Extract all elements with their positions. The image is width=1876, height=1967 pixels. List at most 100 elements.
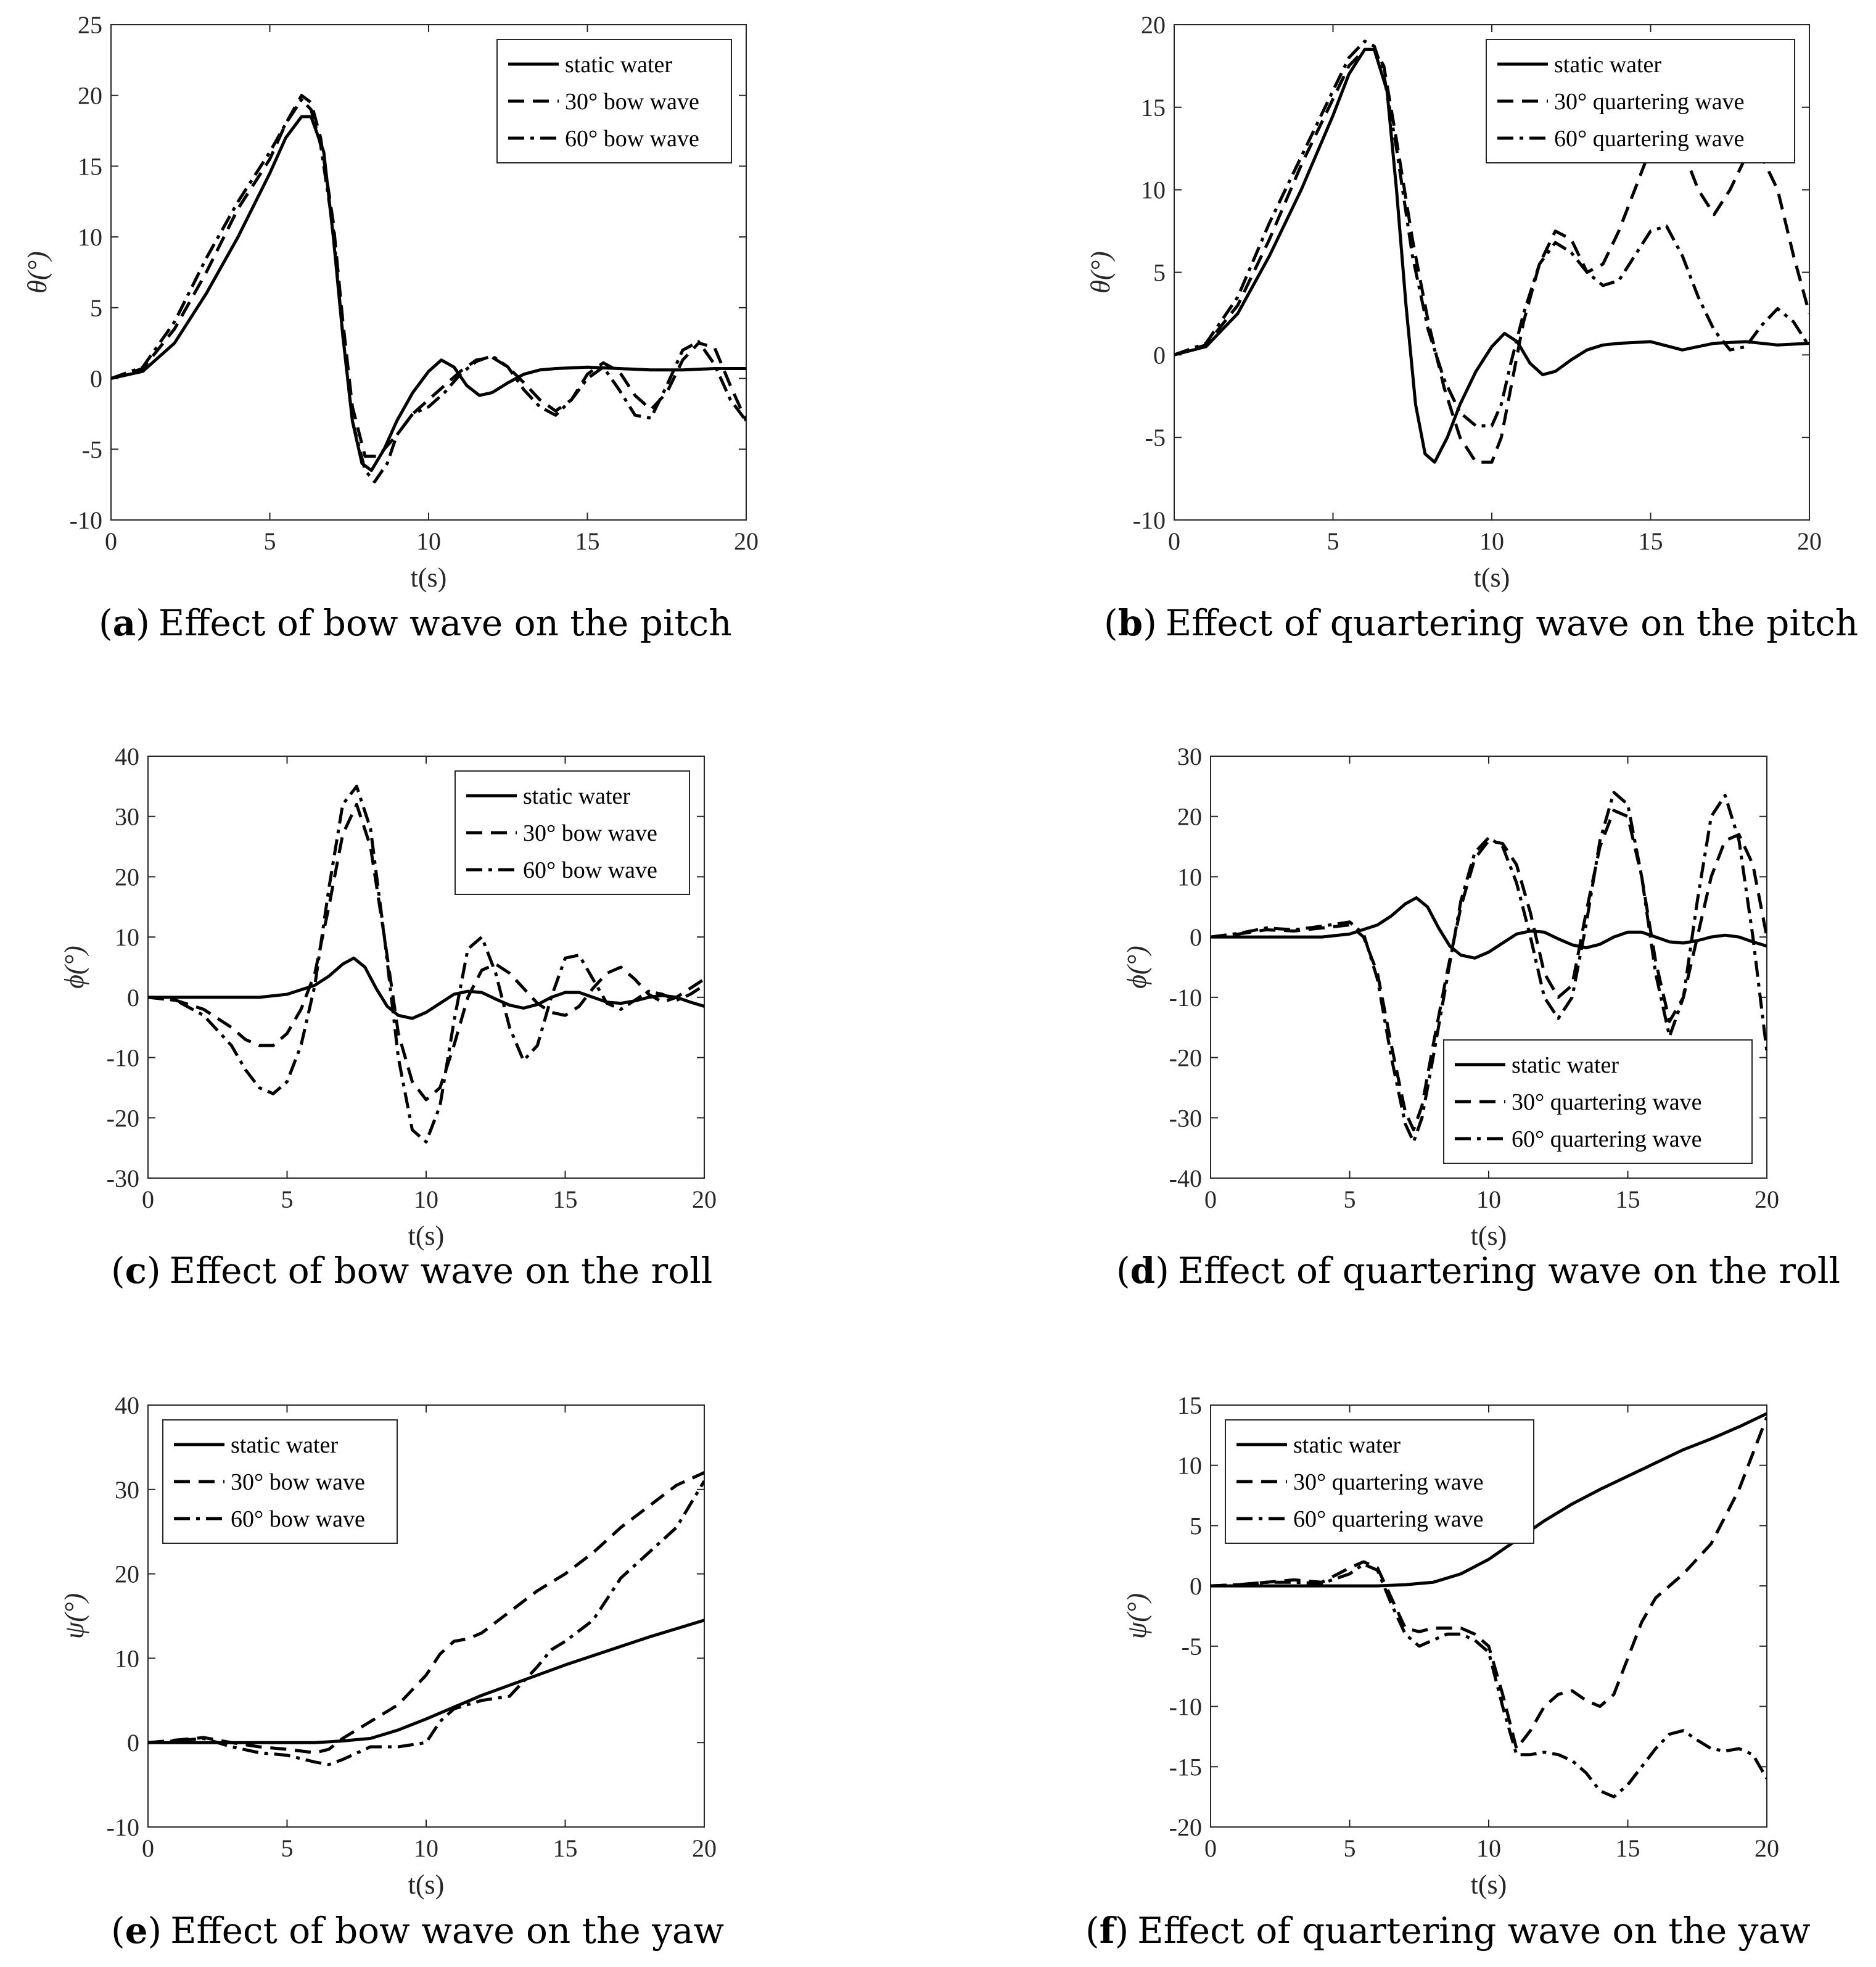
caption-letter: c [125, 1250, 147, 1292]
x-tick-label: 20 [1755, 1834, 1779, 1862]
caption-letter: d [1130, 1250, 1156, 1292]
x-tick-label: 20 [1755, 1186, 1779, 1213]
y-tick-label: -10 [107, 1044, 139, 1072]
y-tick-label: 10 [1177, 863, 1202, 891]
y-tick-label: 30 [115, 803, 139, 831]
y-tick-label: -5 [1182, 1633, 1202, 1660]
legend: static water 30° quartering wave 60° quart… [1225, 1419, 1534, 1544]
caption-letter: f [1100, 1910, 1117, 1952]
legend-label: 60° bow wave [565, 126, 699, 152]
caption-text: Effect of bow wave on the yaw [170, 1910, 724, 1952]
chart-panel-d: 0 5 10 15 20 -40 -30 -20 -10 0 10 20 30 t(s) ϕ(°) stati… [1116, 743, 1840, 1292]
caption-letter: b [1118, 602, 1143, 644]
panel-caption: (c) Effect of bow wave on the roll [111, 1250, 712, 1292]
y-tick-label: 15 [1141, 94, 1166, 122]
legend-label: 30° bow wave [565, 89, 699, 115]
panel-caption: (a) Effect of bow wave on the pitch [99, 602, 732, 644]
y-tick-label: 40 [115, 743, 139, 770]
x-tick-label: 10 [414, 1186, 438, 1213]
y-tick-label: 15 [1177, 1392, 1202, 1419]
y-tick-label: 20 [1141, 11, 1166, 39]
caption-close-paren: ) [1143, 602, 1157, 644]
y-tick-label: 5 [1153, 259, 1166, 287]
y-tick-label: 5 [90, 294, 102, 322]
x-tick-label: 20 [692, 1834, 717, 1862]
y-tick-label: 0 [90, 365, 102, 393]
caption-close-paren: ) [136, 602, 150, 644]
x-tick-label: 15 [1616, 1834, 1640, 1862]
chart-panel-f: 0 5 10 15 20 -20 -15 -10 -5 0 5 10 15 t(s) ψ(°) static … [1085, 1392, 1811, 1952]
chart-panel-c: 0 5 10 15 20 -30 -20 -10 0 10 20 30 40 t(s) ϕ(°) static… [59, 743, 717, 1292]
caption-close-paren: ) [148, 1910, 162, 1952]
y-tick-label: 15 [78, 152, 102, 180]
y-tick-label: 5 [1190, 1512, 1202, 1540]
caption-text: Effect of bow wave on the roll [170, 1250, 713, 1292]
y-tick-label: -20 [1169, 1813, 1202, 1841]
series-line-solid [1174, 47, 1809, 464]
y-tick-label: 10 [115, 1644, 139, 1672]
y-axis-label: θ(°) [22, 251, 52, 294]
legend-label: 60° bow wave [231, 1506, 365, 1532]
legend-label: 30° bow wave [231, 1469, 365, 1495]
y-tick-label: -20 [1169, 1044, 1202, 1072]
y-axis-label: ϕ(°) [59, 946, 89, 989]
legend-label: static water [523, 783, 630, 809]
y-tick-label: -20 [107, 1104, 139, 1132]
x-tick-label: 15 [553, 1834, 578, 1862]
x-tick-label: 5 [1344, 1834, 1356, 1862]
x-axis-label: t(s) [408, 1221, 445, 1251]
y-tick-label: 40 [115, 1392, 139, 1419]
x-tick-label: 0 [1204, 1834, 1217, 1862]
legend-label: static water [1512, 1052, 1619, 1078]
y-tick-label: -10 [1133, 506, 1166, 534]
caption-close-paren: ) [1155, 1250, 1169, 1292]
x-tick-label: 20 [1797, 527, 1822, 555]
y-tick-label: 0 [127, 984, 139, 1012]
y-tick-label: 0 [1190, 1572, 1202, 1600]
caption-text: Effect of quartering wave on the roll [1178, 1250, 1840, 1292]
y-tick-label: 10 [1141, 176, 1166, 204]
x-tick-label: 10 [416, 527, 441, 555]
legend-label: 30° quartering wave [1293, 1469, 1484, 1495]
x-axis-label: t(s) [1471, 1870, 1507, 1900]
series-line-dashed [1174, 47, 1809, 464]
panel-caption: (f) Effect of quartering wave on the yaw [1085, 1910, 1811, 1952]
y-tick-label: 20 [115, 863, 139, 891]
legend: static water 30° bow wave 60° bow wave [162, 1419, 398, 1544]
y-tick-label: -40 [1169, 1165, 1202, 1192]
legend-label: 60° quartering wave [1512, 1126, 1702, 1152]
series-line-solid [1211, 896, 1767, 960]
legend-label: static water [565, 52, 672, 78]
x-tick-label: 5 [264, 527, 276, 555]
x-tick-label: 15 [1616, 1186, 1640, 1213]
x-axis-label: t(s) [1471, 1221, 1507, 1251]
legend: static water 30° quartering wave 60° quart… [1486, 39, 1795, 163]
panel-caption: (d) Effect of quartering wave on the roll [1116, 1250, 1840, 1292]
caption-open-paren: ( [1104, 602, 1118, 644]
x-tick-label: 5 [281, 1834, 294, 1862]
x-tick-label: 10 [1479, 527, 1504, 555]
y-tick-label: -15 [1169, 1753, 1202, 1781]
x-tick-label: 5 [281, 1186, 294, 1213]
y-tick-label: 0 [1190, 923, 1202, 951]
caption-text: Effect of bow wave on the pitch [158, 602, 732, 644]
y-tick-label: 20 [78, 82, 102, 110]
caption-open-paren: ( [1085, 1910, 1100, 1952]
y-tick-label: 20 [1177, 803, 1202, 831]
series-line-solid [148, 1619, 704, 1744]
y-tick-label: 10 [78, 223, 102, 251]
y-tick-label: 0 [127, 1729, 139, 1757]
y-tick-label: -10 [1169, 1693, 1202, 1721]
series-line-dashdot [111, 98, 746, 484]
series-line-dashed [148, 1471, 704, 1755]
x-tick-label: 20 [734, 527, 759, 555]
y-axis-label: ϕ(°) [1122, 946, 1152, 989]
caption-open-paren: ( [111, 1910, 125, 1952]
legend-label: 60° bow wave [523, 857, 657, 883]
x-tick-label: 10 [1476, 1186, 1501, 1213]
legend: static water 30° bow wave 60° bow wave [496, 39, 732, 163]
panel-caption: (e) Effect of bow wave on the yaw [111, 1910, 724, 1952]
series-line-dashdot [1174, 39, 1809, 427]
y-axis-label: ψ(°) [1122, 1593, 1152, 1639]
